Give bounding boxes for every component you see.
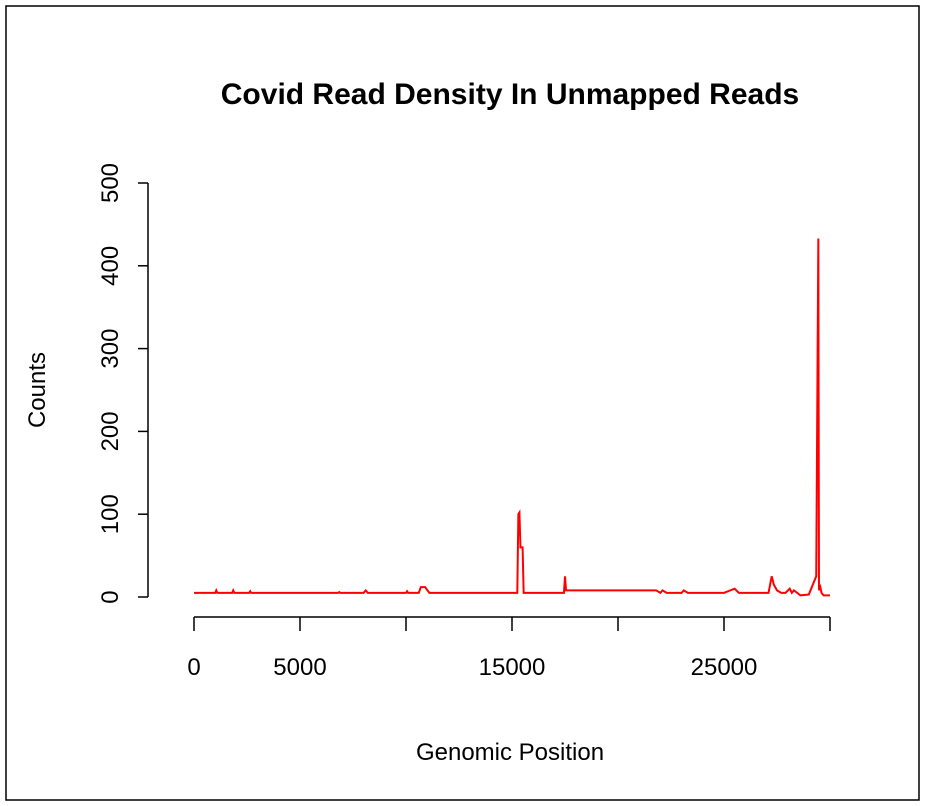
x-tick-label: 25000 — [691, 654, 758, 681]
y-tick-label: 200 — [97, 411, 124, 451]
y-tick-label: 300 — [97, 329, 124, 369]
chart-title: Covid Read Density In Unmapped Reads — [221, 78, 799, 111]
y-tick-label: 500 — [97, 163, 124, 203]
y-tick-label: 100 — [97, 494, 124, 534]
data-line — [194, 238, 830, 597]
x-tick-label: 5000 — [273, 654, 326, 681]
x-tick-label: 15000 — [479, 654, 546, 681]
y-axis-label: Counts — [24, 352, 51, 428]
y-tick-label: 400 — [97, 246, 124, 286]
x-axis-label: Genomic Position — [416, 739, 604, 766]
frame — [5, 5, 920, 801]
y-tick-label: 0 — [97, 590, 124, 603]
x-tick-label: 0 — [187, 654, 200, 681]
